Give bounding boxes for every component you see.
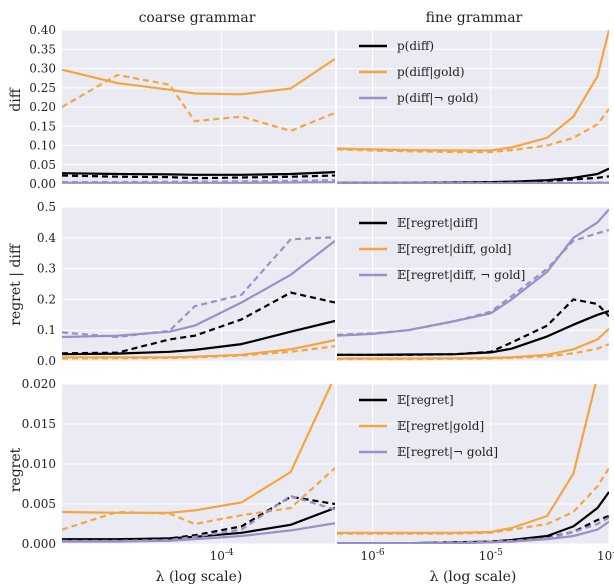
ylabel-row-3: regret — [8, 447, 24, 492]
series-line-black-solid — [62, 171, 335, 176]
legend-label: p(diff|gold) — [397, 65, 465, 79]
series-line-orange-dashed — [62, 467, 335, 531]
x-tick-base: 10 — [479, 549, 494, 563]
series-line-purple-solid — [62, 240, 335, 339]
series-group — [337, 384, 609, 544]
panel-5: 0.000 0.005 0.010 0.015 0.020 10-4 — [22, 377, 335, 563]
series-line-orange-solid — [62, 384, 333, 514]
y-tick-label: 0.4 — [37, 231, 56, 245]
y-tick-label: 0.015 — [22, 417, 56, 431]
legend-label: 𝔼[regret|diff, gold] — [397, 242, 511, 256]
series-group — [62, 236, 335, 360]
series-line-orange-dashed — [337, 467, 609, 535]
series-line-orange-dashed — [62, 73, 335, 132]
x-tick-base: 10 — [210, 549, 225, 563]
x-tick-base: 10 — [597, 549, 612, 563]
col-title-coarse: coarse grammar — [139, 10, 256, 26]
legend-label: 𝔼[regret] — [397, 393, 454, 407]
y-tick-label: 0.010 — [22, 457, 56, 471]
series-line-black-dashed — [62, 291, 335, 355]
ylabel-row-1: diff — [8, 87, 24, 111]
y-tick-label: 0.30 — [29, 62, 56, 76]
xlabel-left: λ (log scale) — [156, 569, 243, 585]
x-tick-label: 10-5 — [479, 548, 503, 563]
y-tick-label: 0.1 — [37, 323, 56, 337]
series-line-black-dashed — [62, 174, 335, 180]
series-line-purple-dashed — [337, 229, 609, 336]
col-title-fine: fine grammar — [426, 10, 523, 26]
panel-4: 𝔼[regret|diff] 𝔼[regret|diff, gold] 𝔼[regr… — [337, 206, 610, 362]
panels: 0.00 0.05 0.10 0.15 0.20 0.25 0.30 0.35 0.40 p(di… — [22, 23, 614, 563]
series-line-orange-dashed — [62, 345, 335, 360]
legend-label: p(diff|¬ gold) — [397, 91, 478, 105]
series-group — [62, 384, 335, 543]
y-tick-label: 0.25 — [29, 81, 56, 95]
y-tick-label: 0.000 — [22, 537, 56, 551]
x-tick-label: 10-6 — [361, 548, 385, 563]
x-tick-label: 10-4 — [597, 548, 614, 563]
series-group — [337, 30, 609, 184]
series-line-purple-dashed — [62, 494, 335, 542]
series-group — [62, 57, 335, 184]
y-tick-label: 0.15 — [29, 119, 56, 133]
series-line-purple-dashed — [62, 179, 335, 184]
y-tick-label: 0.5 — [37, 200, 56, 214]
series-line-orange-solid — [62, 57, 335, 96]
panel-1: 0.00 0.05 0.10 0.15 0.20 0.25 0.30 0.35 0.40 — [29, 23, 335, 191]
y-tick-label: 0.3 — [37, 262, 56, 276]
panel-6: 10-610-510-4𝔼[regret]𝔼[regret|gold]𝔼[reg… — [337, 383, 614, 563]
ylabel-row-2: regret | diff — [8, 243, 24, 326]
x-tick-exponent: -4 — [612, 548, 614, 558]
legend-label: 𝔼[regret|gold] — [397, 419, 484, 433]
x-tick-exponent: -6 — [376, 548, 385, 558]
x-tick-exponent: -4 — [225, 548, 234, 558]
y-tick-label: 0.005 — [22, 497, 56, 511]
series-line-purple-dashed — [337, 516, 609, 544]
series-line-orange-dashed — [337, 343, 609, 361]
series-line-black-dashed — [337, 298, 609, 356]
panel-2: p(diff) p(diff|gold) p(diff|¬ gold) — [337, 29, 610, 185]
panel-background — [62, 207, 335, 361]
y-tick-label: 0.10 — [29, 139, 56, 153]
series-group — [337, 208, 609, 361]
series-line-orange-solid — [337, 30, 609, 152]
xlabel-right: λ (log scale) — [430, 569, 517, 585]
y-tick-label: 0.35 — [29, 42, 56, 56]
y-tick-label: 0.05 — [29, 158, 56, 172]
series-line-purple-dashed — [62, 236, 335, 339]
y-tick-label: 0.0 — [37, 354, 56, 368]
panel-3: 0.0 0.1 0.2 0.3 0.4 0.5 — [37, 200, 335, 368]
legend-label: p(diff) — [397, 39, 434, 53]
y-tick-label: 0.00 — [29, 177, 56, 191]
x-tick-base: 10 — [361, 549, 376, 563]
y-tick-label: 0.020 — [22, 377, 56, 391]
x-tick-label: 10-4 — [210, 548, 234, 563]
legend-label: 𝔼[regret|diff] — [397, 216, 478, 230]
legend-label: 𝔼[regret|diff, ¬ gold] — [397, 268, 525, 282]
x-tick-exponent: -5 — [494, 548, 503, 558]
series-line-orange-dashed — [337, 108, 609, 154]
panel-background — [337, 207, 609, 361]
legend-label: 𝔼[regret|¬ gold] — [397, 445, 498, 459]
y-tick-label: 0.20 — [29, 100, 56, 114]
y-tick-label: 0.2 — [37, 292, 56, 306]
y-tick-label: 0.40 — [29, 23, 56, 37]
